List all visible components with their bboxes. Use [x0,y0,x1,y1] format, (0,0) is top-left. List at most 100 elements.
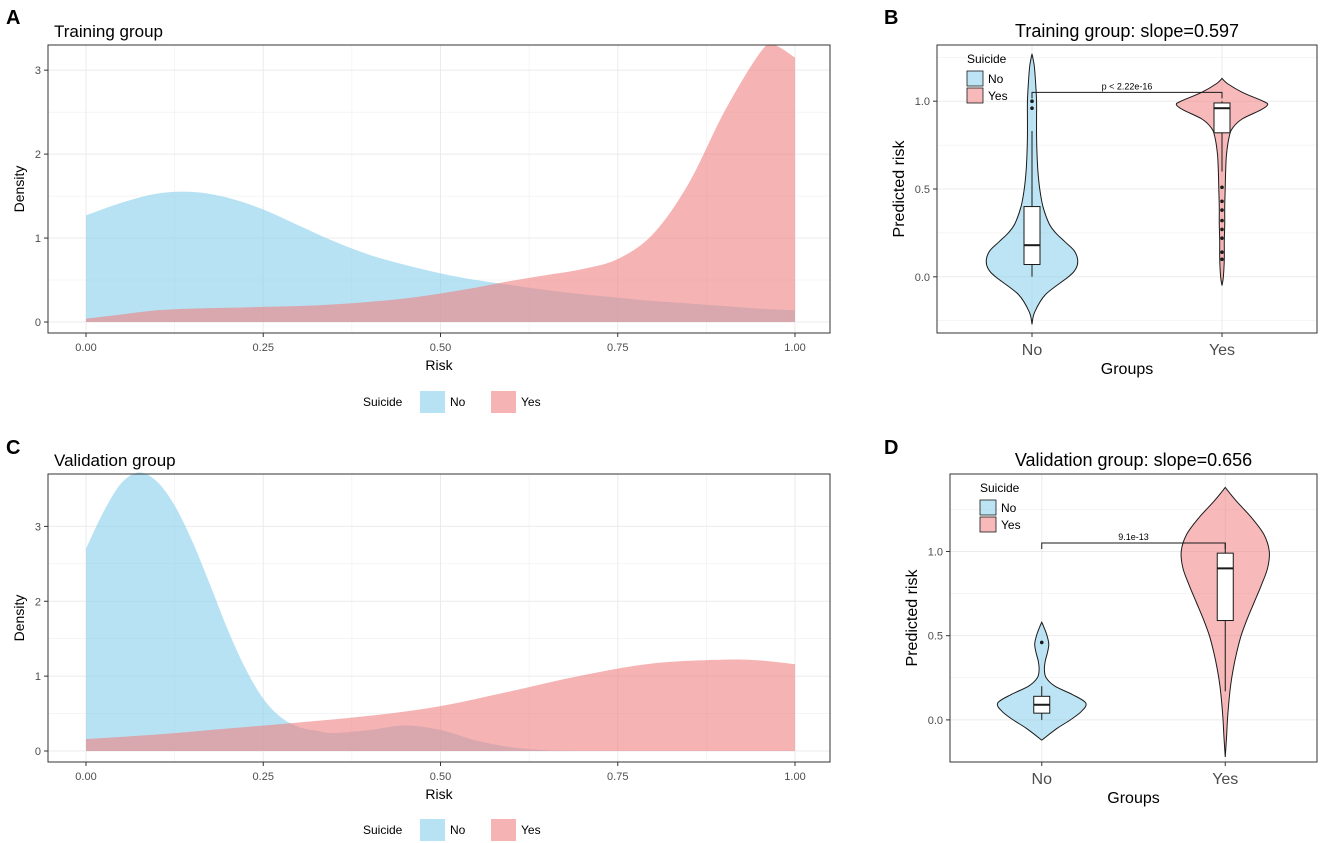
outlier-point [1220,185,1224,190]
x-tick-label: 0.00 [75,771,96,783]
legend-label-no: No [450,395,466,409]
outlier-point [1220,218,1224,223]
outlier-point [1039,640,1044,645]
x-tick-label: 0.00 [75,342,96,354]
y-tick-label: 0.5 [928,631,943,643]
panel-border [949,473,1318,763]
x-tick-label: 0.25 [253,771,274,783]
chart-title: Training group [54,22,163,41]
y-tick-label: 0 [35,317,41,329]
legend: Suicide No Yes [363,819,541,841]
outlier-point [1030,99,1034,103]
y-tick-label: 1.0 [928,546,943,558]
legend-label-no: No [450,823,466,837]
outlier-point [1220,250,1224,255]
legend-key-yes [491,819,516,841]
y-tick-label: 1 [35,233,41,245]
legend: Suicide No Yes [363,391,541,413]
legend-label-yes: Yes [988,89,1008,103]
chart-title: Validation group: slope=0.656 [1015,450,1252,470]
panel-border [47,44,831,334]
density-area-no [86,191,795,322]
legend: Suicide No Yes [966,52,1008,104]
chart-title: Training group: slope=0.597 [1015,21,1239,41]
y-tick-label: 1.0 [915,96,930,108]
significance-bracket [1041,542,1226,550]
legend-label-yes: Yes [521,823,541,837]
panel-border [47,473,831,763]
significance-label: p < 2.22e-16 [1102,81,1153,91]
legend-key-no [966,70,984,87]
y-axis-label: Density [11,595,27,642]
panel-D: D Validation group: slope=0.656 9.1e-13 No Y… [884,437,1318,807]
y-axis-label: Predicted risk [891,140,908,238]
y-tick-label: 2 [35,149,41,161]
legend-title: Suicide [967,52,1007,66]
y-tick-label: 2 [35,596,41,608]
y-axis-label: Density [11,166,27,213]
outlier-point [1220,236,1224,240]
outlier-point [1220,227,1224,232]
box-no [1023,206,1041,266]
outlier-point [1220,208,1224,212]
x-axis-label: Groups [1107,790,1159,807]
violin-no [996,620,1087,741]
legend-label-yes: Yes [521,395,541,409]
y-tick-label: 0.0 [915,272,930,284]
legend-label-yes: Yes [1001,518,1021,532]
legend-key-no [420,391,445,413]
legend-key-no [979,499,997,516]
panel-B: B Training group: slope=0.597 p < 2.22e-16… [884,7,1318,378]
x-tick-label: 0.25 [253,342,274,354]
y-axis-label: Predicted risk [904,569,921,667]
y-tick-label: 3 [35,65,41,77]
panel-label: B [884,7,898,29]
x-tick-label: Yes [1209,342,1235,359]
violin-yes [1175,77,1269,286]
x-tick-label: No [1022,342,1043,359]
x-axis-label: Groups [1101,361,1153,378]
panel-C: C Validation group 0.00 0.25 0.50 0.75 1.00 0 1 2… [6,437,831,841]
x-tick-label: 0.75 [607,342,628,354]
x-tick-label: 0.75 [607,771,628,783]
density-area-yes [86,44,795,322]
legend-label-no: No [988,72,1004,86]
box-yes [1216,552,1234,622]
panel-label: D [884,437,898,459]
y-tick-label: 1 [35,671,41,683]
x-tick-label: Yes [1212,771,1238,788]
legend-title: Suicide [980,481,1020,495]
chart-title: Validation group [54,451,176,470]
y-tick-label: 0.0 [928,715,943,727]
x-tick-label: 0.50 [430,342,451,354]
x-tick-label: 0.50 [430,771,451,783]
outlier-point [1220,257,1224,262]
legend-key-no [420,819,445,841]
legend: Suicide No Yes [979,481,1021,533]
x-tick-label: 1.00 [784,342,805,354]
legend-label-no: No [1001,501,1017,515]
density-area-yes [86,659,795,751]
x-axis-label: Risk [425,357,453,373]
panel-label: C [6,437,20,459]
legend-title: Suicide [363,395,403,409]
legend-key-yes [966,87,984,104]
significance-label: 9.1e-13 [1118,532,1149,542]
density-area-no [86,472,583,751]
panel-A: A Training group 0.00 0.25 0.50 0.75 1.00 0 1 2 3 R… [6,7,831,413]
legend-title: Suicide [363,823,403,837]
y-tick-label: 3 [35,521,41,533]
x-axis-label: Risk [425,786,453,802]
outlier-point [1220,199,1224,204]
x-tick-label: 1.00 [784,771,805,783]
x-tick-label: No [1032,771,1053,788]
y-tick-label: 0 [35,746,41,758]
outlier-point [1030,106,1034,111]
legend-key-yes [979,516,997,533]
panel-label: A [6,7,20,29]
y-tick-label: 0.5 [915,184,930,196]
legend-key-yes [491,391,516,413]
significance-bracket [1031,91,1223,99]
box-yes [1213,102,1231,134]
